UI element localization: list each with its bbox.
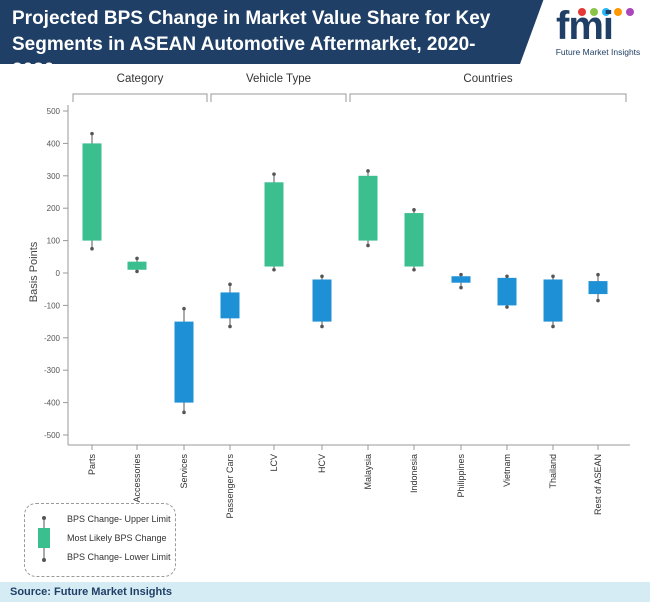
lower-limit-point bbox=[366, 243, 370, 248]
likely-range-box bbox=[358, 175, 378, 241]
x-axis: Parts Accessories Services Passenger Cars LC… bbox=[68, 444, 630, 519]
lower-limit-point bbox=[90, 246, 94, 251]
logo-dot bbox=[590, 8, 598, 16]
logo-dot bbox=[602, 8, 610, 16]
header-banner: Projected BPS Change in Market Value Sha… bbox=[0, 0, 650, 64]
x-tick-label: Vietnam bbox=[502, 454, 512, 487]
x-tick-label: LCV bbox=[269, 454, 279, 472]
y-axis: 500 400 300 200 100 0 -100 -200 -300 -400 -500 bbox=[44, 105, 69, 445]
footer: Source: Future Market Insights bbox=[0, 582, 650, 602]
lower-limit-point bbox=[459, 285, 463, 290]
legend-likely-label: Most Likely BPS Change bbox=[67, 533, 167, 543]
logo-dots bbox=[578, 8, 638, 18]
upper-limit-point bbox=[505, 274, 509, 279]
group-brackets: Category Vehicle Type Countries bbox=[72, 73, 627, 102]
y-tick-label: -300 bbox=[44, 366, 61, 375]
likely-range-box bbox=[127, 261, 147, 270]
likely-range-box bbox=[174, 321, 194, 403]
y-tick-label: 200 bbox=[47, 204, 61, 213]
group-bracket bbox=[210, 93, 347, 102]
x-tick-label: Philippines bbox=[456, 454, 466, 498]
group-bracket bbox=[72, 93, 208, 102]
likely-range-box bbox=[220, 292, 240, 319]
lower-limit-point bbox=[272, 267, 276, 272]
legend-box-icon bbox=[38, 516, 50, 562]
group-label: Category bbox=[117, 73, 164, 85]
y-tick-label: 500 bbox=[47, 107, 61, 116]
likely-range-box bbox=[497, 277, 517, 306]
y-tick-label: -500 bbox=[44, 431, 61, 440]
legend-upper-label: BPS Change- Upper Limit bbox=[67, 514, 171, 524]
lower-limit-point bbox=[596, 298, 600, 303]
likely-range-box bbox=[543, 279, 563, 322]
upper-limit-point bbox=[135, 256, 139, 261]
group-label: Vehicle Type bbox=[246, 73, 311, 85]
lower-limit-point bbox=[182, 410, 186, 415]
y-tick-label: 0 bbox=[56, 269, 61, 278]
lower-limit-point bbox=[320, 324, 324, 329]
likely-range-box bbox=[312, 279, 332, 322]
chart-title: Projected BPS Change in Market Value Sha… bbox=[12, 8, 491, 64]
logo-text: Future Market Insights bbox=[555, 47, 641, 57]
y-tick-label: 300 bbox=[47, 172, 61, 181]
y-axis-label: Basis Points bbox=[28, 241, 40, 302]
x-tick-label: Thailand bbox=[548, 454, 558, 489]
group-label: Countries bbox=[463, 73, 512, 85]
upper-limit-point bbox=[320, 274, 324, 279]
x-tick-label: HCV bbox=[317, 454, 327, 473]
upper-limit-point bbox=[272, 172, 276, 176]
y-tick-label: -200 bbox=[44, 334, 61, 343]
legend-lower-label: BPS Change- Lower Limit bbox=[67, 552, 171, 562]
upper-limit-point bbox=[228, 282, 232, 287]
x-tick-label: Indonesia bbox=[409, 454, 419, 493]
upper-limit-point bbox=[459, 272, 463, 277]
likely-range-box bbox=[451, 276, 471, 283]
y-tick-label: -400 bbox=[44, 399, 61, 408]
lower-limit-point bbox=[135, 269, 139, 274]
x-tick-label: Passenger Cars bbox=[225, 454, 235, 519]
likely-range-box bbox=[588, 281, 608, 295]
upper-limit-point bbox=[551, 274, 555, 279]
upper-limit-point bbox=[90, 131, 94, 136]
x-tick-label: Services bbox=[179, 454, 189, 489]
lower-limit-point bbox=[505, 305, 509, 309]
logo-dot bbox=[578, 8, 586, 16]
upper-limit-point bbox=[366, 169, 370, 173]
likely-range-box bbox=[82, 143, 102, 241]
lower-limit-point bbox=[228, 324, 232, 329]
box-plots bbox=[82, 131, 608, 415]
logo-mark: fmi bbox=[556, 4, 614, 48]
source-text: Source: Future Market Insights bbox=[10, 586, 172, 598]
lower-limit-point bbox=[551, 324, 555, 329]
x-tick-label: Accessories bbox=[132, 454, 142, 503]
y-tick-label: -100 bbox=[44, 301, 61, 310]
likely-range-box bbox=[404, 213, 424, 267]
y-tick-label: 400 bbox=[47, 139, 61, 148]
x-tick-label: Parts bbox=[87, 454, 97, 476]
group-bracket bbox=[349, 93, 627, 102]
upper-limit-point bbox=[182, 306, 186, 311]
box-chart: Category Vehicle Type Countries 500 400 300 2… bbox=[28, 73, 630, 519]
x-tick-label: Rest of ASEAN bbox=[593, 454, 603, 515]
lower-limit-point bbox=[412, 267, 416, 272]
legend: BPS Change- Upper Limit Most Likely BPS … bbox=[24, 503, 176, 577]
x-tick-label: Malaysia bbox=[363, 454, 373, 490]
upper-limit-point bbox=[412, 208, 416, 212]
upper-limit-point bbox=[596, 272, 600, 277]
logo-dot bbox=[626, 8, 634, 16]
likely-range-box bbox=[264, 182, 284, 267]
logo-dot bbox=[614, 8, 622, 16]
fmi-logo: fmi Future Market Insights bbox=[550, 4, 646, 60]
y-tick-label: 100 bbox=[47, 237, 61, 246]
